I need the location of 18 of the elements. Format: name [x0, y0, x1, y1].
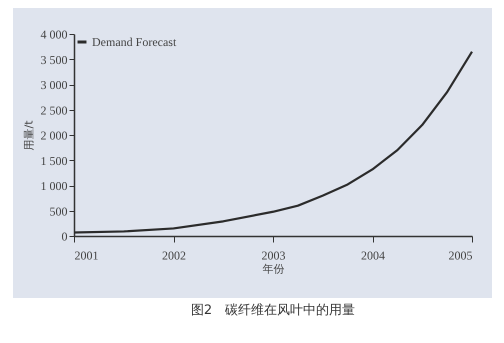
x-tick-label: 2005 [448, 248, 472, 262]
y-tick-label: 0 [62, 230, 68, 244]
legend-label: Demand Forecast [92, 35, 177, 49]
x-tick-label: 2003 [262, 248, 286, 262]
y-tick-label: 4 000 [40, 28, 68, 42]
x-tick-label: 2001 [74, 248, 98, 262]
y-axis-title: 用量/t [22, 120, 36, 151]
y-tick-label: 1 500 [40, 154, 68, 168]
y-tick-label: 2 500 [40, 103, 68, 118]
y-tick-label: 1 000 [40, 179, 68, 193]
y-tick-label: 2 000 [40, 128, 68, 142]
y-tick-label: 3 000 [40, 78, 68, 92]
y-tick-label: 500 [50, 204, 68, 218]
x-tick-label: 2004 [361, 248, 385, 262]
text: 图2 碳纤维在风叶中的用量 [190, 303, 356, 318]
x-axis-title: 年份 [262, 262, 284, 276]
x-tick-label: 2002 [162, 248, 186, 262]
y-tick-label: 3 500 [40, 52, 68, 67]
